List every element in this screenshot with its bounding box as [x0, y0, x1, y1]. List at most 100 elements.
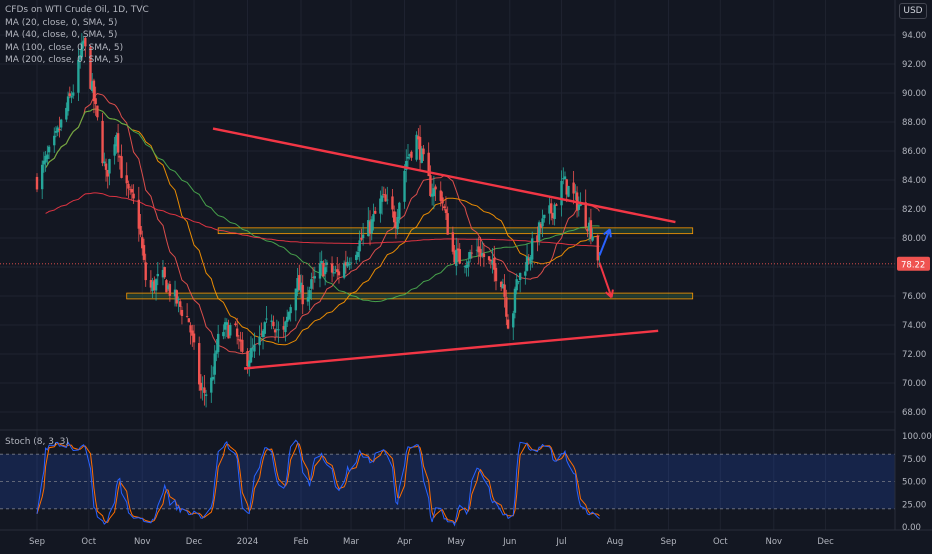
candle-body	[204, 394, 208, 396]
candles	[35, 33, 601, 408]
price-tick-label: 86.00	[902, 147, 926, 157]
candle-body	[263, 322, 266, 334]
candle-body	[537, 222, 541, 241]
candle-body	[308, 290, 311, 299]
candle-body	[139, 225, 142, 235]
arrow-head-down	[604, 291, 613, 299]
candle-body	[179, 301, 182, 307]
candle-body	[40, 164, 44, 190]
candle-body	[80, 42, 84, 58]
legend-title: CFDs on WTI Crude Oil, 1D, TVC	[5, 5, 149, 15]
price-tick-label: 72.00	[902, 350, 926, 360]
candle-body	[392, 211, 396, 223]
candle-body	[482, 253, 486, 258]
candle-body	[541, 218, 544, 227]
candle-body	[336, 269, 339, 273]
stoch-tick-label: 25.00	[902, 500, 926, 510]
candle-body	[427, 152, 430, 177]
candle-body	[330, 263, 334, 273]
time-tick-label: 2024	[237, 537, 259, 547]
candle-body	[584, 202, 587, 227]
candle-body	[275, 329, 279, 331]
candle-body	[405, 160, 408, 170]
candle-body	[574, 191, 577, 193]
candle-body	[265, 318, 268, 320]
trendlines[interactable]	[0, 127, 895, 370]
ma-20-line	[45, 93, 600, 355]
candle-body	[410, 151, 413, 158]
candle-body	[318, 263, 322, 279]
stoch-d-line	[36, 442, 600, 524]
candle-body	[72, 92, 75, 96]
price-tick-label: 80.00	[902, 234, 926, 244]
candle-body	[260, 333, 263, 335]
candle-body	[191, 330, 194, 336]
candle-body	[455, 249, 458, 266]
candle-body	[261, 330, 265, 337]
scenario-arrows[interactable]	[598, 228, 614, 299]
sr-zone-3	[126, 292, 694, 300]
candle-body	[46, 154, 49, 160]
candle-body	[211, 376, 215, 380]
candle-body	[408, 154, 411, 156]
candle-body	[78, 56, 82, 60]
candle-body	[372, 214, 375, 222]
candle-body	[337, 271, 341, 276]
candle-body	[42, 160, 46, 165]
grid	[0, 0, 895, 530]
candle-body	[101, 120, 104, 164]
candle-body	[47, 146, 51, 153]
candle-body	[322, 262, 325, 277]
candle-body	[501, 283, 505, 289]
candle-body	[92, 80, 96, 102]
candle-body	[59, 119, 63, 128]
candle-body	[439, 190, 442, 201]
candle-body	[577, 204, 581, 210]
candle-body	[272, 321, 275, 327]
time-tick-label: Sep	[661, 537, 677, 547]
candle-body	[210, 377, 213, 393]
candle-body	[56, 127, 59, 133]
candle-body	[524, 271, 527, 276]
candle-body	[429, 175, 432, 196]
candle-body	[197, 343, 201, 385]
candle-body	[258, 336, 261, 346]
arrow-down[interactable]	[598, 262, 613, 298]
candle-body	[503, 284, 506, 297]
time-tick-label: Nov	[765, 537, 782, 547]
candle-body	[487, 256, 491, 261]
support-resistance-zones	[126, 227, 694, 300]
candle-body	[153, 280, 156, 291]
candle-body	[515, 279, 518, 291]
stoch-legend: Stoch (8, 3, 3)	[5, 437, 69, 447]
candle-body	[116, 133, 120, 153]
trendline-0[interactable]	[212, 127, 676, 224]
candle-body	[470, 252, 474, 254]
candle-body	[379, 198, 382, 214]
candle-body	[237, 339, 241, 341]
candle-body	[332, 272, 335, 274]
candle-body	[370, 219, 373, 234]
arrow-up[interactable]	[598, 228, 611, 256]
time-tick-label: Aug	[607, 537, 624, 547]
price-tick-label: 68.00	[902, 408, 926, 418]
candle-body	[156, 273, 159, 277]
candle-body	[596, 235, 599, 261]
candle-body	[270, 320, 273, 322]
candle-body	[579, 203, 582, 207]
price-tick-label: 82.00	[902, 205, 926, 215]
candle-body	[180, 309, 184, 316]
time-tick-label: Dec	[186, 537, 203, 547]
candle-body	[68, 93, 71, 97]
currency-button[interactable]: USD	[899, 3, 927, 19]
candle-body	[391, 196, 394, 210]
candle-body	[168, 284, 172, 296]
candle-body	[591, 236, 594, 241]
trendline-1[interactable]	[243, 329, 659, 370]
candle-body	[529, 257, 532, 264]
candle-body	[512, 313, 515, 328]
candle-body	[187, 318, 191, 323]
candle-body	[132, 193, 135, 199]
